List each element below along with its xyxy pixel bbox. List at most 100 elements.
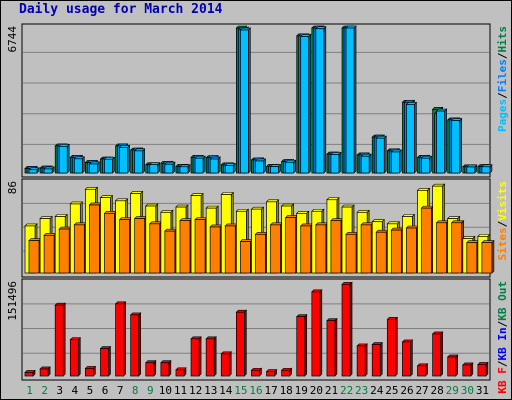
day-label-11: 11 — [174, 384, 187, 397]
bar-hits-pages-day30 — [466, 166, 476, 174]
bar-kbytes-kbf-day10 — [160, 362, 170, 377]
bar-hits-pages-day22 — [345, 27, 355, 174]
bar-hits-pages-day4 — [73, 158, 83, 174]
bar-visits-sites-day1 — [28, 240, 40, 274]
day-label-7: 7 — [117, 384, 124, 397]
day-label-17: 17 — [264, 384, 277, 397]
bar-hits-pages-day12 — [194, 157, 204, 174]
legend-entry-hits-3: / — [496, 52, 509, 59]
chart-title: Daily usage for March 2014 — [19, 2, 223, 17]
bar-hits-pages-day29 — [451, 120, 461, 174]
bar-visits-sites-day24 — [375, 231, 387, 274]
y-max-label-hits: 6744 — [6, 26, 19, 53]
day-label-29: 29 — [446, 384, 459, 397]
bar-hits-pages-day7 — [119, 147, 128, 174]
legend-entry-kbytes-2: KB In — [496, 327, 509, 360]
day-label-16: 16 — [249, 384, 262, 397]
bar-visits-sites-day16 — [255, 233, 266, 274]
bar-kbytes-kbf-day16 — [251, 369, 260, 377]
bar-hits-pages-day3 — [58, 145, 68, 174]
day-label-12: 12 — [189, 384, 202, 397]
bar-visits-sites-day11 — [179, 220, 191, 274]
bar-kbytes-kbf-day9 — [145, 362, 155, 377]
day-label-18: 18 — [280, 384, 293, 397]
day-label-22: 22 — [340, 384, 353, 397]
bar-kbytes-kbf-day18 — [281, 369, 290, 377]
bar-visits-sites-day26 — [406, 227, 417, 274]
legend-visits: Sites/Visits — [496, 181, 509, 261]
bar-visits-sites-day3 — [58, 228, 70, 274]
bar-kbytes-kbf-day30 — [462, 364, 472, 377]
day-label-26: 26 — [400, 384, 413, 397]
day-label-31: 31 — [476, 384, 489, 397]
bar-kbytes-kbf-day29 — [447, 356, 457, 377]
bar-visits-sites-day5 — [89, 204, 100, 274]
legend-entry-kbytes-3: / — [496, 320, 509, 327]
bar-visits-sites-day2 — [43, 234, 55, 274]
bar-kbytes-kbf-day26 — [402, 341, 411, 377]
legend-entry-kbytes-0: KB F — [496, 367, 509, 394]
day-label-3: 3 — [56, 384, 63, 397]
bar-hits-pages-day28 — [436, 110, 445, 174]
day-label-21: 21 — [325, 384, 338, 397]
bar-hits-pages-day15 — [240, 29, 249, 174]
bar-kbytes-kbf-day24 — [371, 344, 381, 377]
day-label-15: 15 — [234, 384, 247, 397]
bar-hits-pages-day27 — [421, 157, 430, 174]
legend-entry-hits-4: Hits — [496, 26, 509, 53]
bar-kbytes-kbf-day3 — [54, 304, 64, 377]
bar-hits-pages-day9 — [149, 164, 159, 174]
day-label-5: 5 — [87, 384, 94, 397]
legend-entry-hits-2: Files — [496, 59, 509, 92]
bar-kbytes-kbf-day17 — [266, 371, 275, 377]
bar-visits-sites-day18 — [285, 217, 296, 274]
bar-hits-pages-day2 — [43, 168, 53, 174]
day-label-30: 30 — [461, 384, 474, 397]
bar-kbytes-kbf-day21 — [326, 320, 336, 377]
day-label-13: 13 — [204, 384, 217, 397]
legend-entry-visits-1: / — [496, 220, 509, 227]
bar-visits-sites-day29 — [451, 222, 463, 274]
legend-entry-hits-1: / — [496, 92, 509, 99]
bar-kbytes-kbf-day7 — [115, 303, 124, 377]
legend-entry-hits-0: Pages — [496, 99, 509, 132]
bar-hits-pages-day1 — [28, 169, 38, 174]
bar-kbytes-kbf-day22 — [341, 283, 351, 377]
bar-hits-pages-day6 — [104, 158, 113, 174]
bar-visits-sites-day30 — [466, 242, 478, 274]
bar-hits-pages-day23 — [360, 155, 370, 174]
bar-visits-sites-day19 — [300, 225, 312, 274]
bar-visits-sites-day28 — [436, 222, 447, 274]
bar-visits-sites-day4 — [73, 224, 85, 274]
day-label-24: 24 — [370, 384, 384, 397]
bar-kbytes-kbf-day12 — [190, 338, 200, 377]
day-label-6: 6 — [102, 384, 109, 397]
bar-kbytes-kbf-day15 — [236, 311, 245, 377]
day-label-25: 25 — [385, 384, 398, 397]
bar-hits-pages-day25 — [390, 151, 400, 174]
panel-hits — [21, 23, 491, 178]
day-label-10: 10 — [159, 384, 172, 397]
bar-hits-pages-day18 — [285, 161, 294, 174]
bar-kbytes-kbf-day28 — [432, 333, 441, 377]
bar-hits-pages-day20 — [315, 28, 325, 174]
bar-visits-sites-day6 — [104, 212, 115, 274]
bar-visits-sites-day13 — [209, 226, 221, 274]
bar-kbytes-kbf-day4 — [69, 339, 79, 377]
bar-kbytes-kbf-day1 — [24, 372, 34, 377]
y-max-label-kbytes: 151496 — [6, 281, 19, 321]
day-label-28: 28 — [431, 384, 444, 397]
day-label-23: 23 — [355, 384, 368, 397]
bar-hits-pages-day26 — [406, 104, 415, 174]
bar-kbytes-kbf-day6 — [100, 348, 109, 377]
legend-hits: Pages/Files/Hits — [496, 26, 509, 132]
legend-entry-kbytes-1: / — [496, 360, 509, 367]
bar-kbytes-kbf-day23 — [356, 345, 366, 377]
day-label-14: 14 — [219, 384, 233, 397]
bar-kbytes-kbf-day25 — [386, 318, 396, 377]
bar-visits-sites-day9 — [149, 223, 161, 274]
bar-kbytes-kbf-day2 — [39, 368, 49, 377]
day-label-19: 19 — [295, 384, 308, 397]
bar-kbytes-kbf-day8 — [130, 314, 140, 377]
